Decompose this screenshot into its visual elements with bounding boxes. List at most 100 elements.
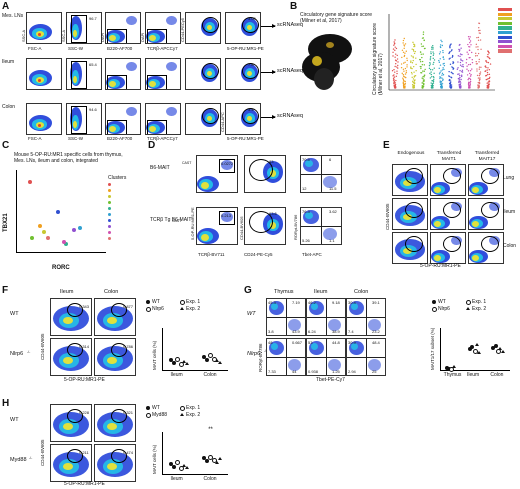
rorc-axis-label: RORC	[52, 265, 70, 271]
y-axis-label: 5-OP-RU:MR1-PE	[190, 207, 195, 240]
data-point	[500, 349, 505, 353]
violin-point	[396, 72, 398, 75]
violin-point	[468, 57, 470, 59]
quadrant-value: 7.4	[348, 329, 354, 334]
violin-point	[415, 70, 417, 72]
violin-point	[469, 63, 472, 66]
violin-point	[470, 74, 472, 76]
violin-point	[423, 79, 425, 81]
violin-point	[422, 80, 424, 82]
x-axis-label: TCRβ-APCCy7	[147, 46, 178, 51]
row-label-meslns: Mes. LNs	[2, 13, 24, 19]
row-label-d-1: TCRβ Tg B6-MAIT	[150, 217, 192, 223]
gate	[443, 202, 461, 218]
violin-point	[423, 76, 425, 78]
facs-h-0-1: 0.321	[94, 404, 136, 442]
violin-point	[391, 69, 394, 72]
quadrant-value: 43.9	[292, 329, 300, 334]
violin-point	[468, 77, 470, 80]
violin-point	[487, 73, 489, 76]
mait-cells-chart-h: Ileum Colon **	[162, 427, 228, 482]
violin-point	[395, 79, 397, 82]
violin-point	[422, 31, 425, 33]
violin-point	[461, 65, 463, 67]
data-point	[447, 367, 451, 372]
quadrant-value: 25	[372, 369, 377, 374]
gate-value: 0.0272	[221, 161, 234, 166]
facs-e-0-0	[392, 164, 428, 196]
row-label-h-0: WT	[10, 417, 19, 423]
violin-point	[461, 70, 463, 73]
violin-point	[449, 81, 452, 84]
quadrant-value: 30.4	[348, 300, 356, 305]
violin-point	[470, 44, 472, 46]
violin-point	[393, 85, 395, 87]
violin-point	[469, 80, 472, 83]
chart-y-axis	[162, 432, 163, 474]
density-blob	[63, 463, 73, 471]
density-blob	[63, 423, 73, 431]
row-label-g-1: Nlrp6	[247, 351, 261, 357]
density-blob	[287, 318, 302, 332]
density-blob	[434, 186, 442, 193]
gate	[71, 61, 87, 89]
panel-f-letter: F	[2, 285, 9, 296]
legend-swatch	[498, 12, 512, 16]
facs-a-2-4	[185, 103, 221, 135]
violin-point	[469, 82, 471, 85]
facs-d-tcr: 0.213	[196, 207, 238, 245]
data-point	[477, 351, 482, 355]
row-label-f-0: WT	[10, 311, 19, 317]
violin-point	[477, 87, 479, 89]
data-point	[218, 457, 223, 461]
violin-point	[414, 75, 417, 77]
data-point	[178, 466, 184, 472]
data-point	[491, 345, 496, 350]
violin-point	[395, 86, 397, 88]
row-label-sup: -/-	[29, 456, 33, 460]
facs-a-0-1: 96.7	[66, 12, 102, 44]
violin-point	[424, 47, 426, 50]
density-blob	[107, 423, 117, 431]
y-axis-label: RORγt-BV786	[258, 343, 263, 372]
quadrant-value: 6.24	[308, 329, 316, 334]
violin-point	[402, 83, 405, 85]
violin-point	[421, 60, 424, 63]
violin-point	[413, 52, 416, 55]
violin-point	[488, 69, 491, 71]
density-blob	[73, 75, 78, 83]
violin-point	[395, 75, 398, 77]
density-blob	[270, 342, 279, 350]
violin-point	[475, 43, 478, 46]
violin-point	[468, 38, 470, 40]
violin-point	[452, 55, 454, 58]
violin-point	[477, 84, 479, 86]
violin-point	[412, 55, 414, 58]
violin-point	[489, 57, 491, 60]
x-axis-label: 5-OP-RU:MR1-PE	[420, 263, 461, 269]
data-point	[451, 364, 456, 368]
col-header-e-1: Transferred MAIT1	[436, 151, 462, 162]
violin-point	[459, 80, 461, 83]
violin-point	[458, 84, 460, 86]
violin-point	[457, 61, 459, 63]
violin-point	[450, 87, 452, 89]
violin-point	[459, 61, 462, 64]
facs-e-1-2	[468, 198, 504, 230]
significance-label: **	[208, 427, 213, 433]
facs-g-0-0: 45.3 7.19 3.8 43.9	[266, 298, 306, 336]
x-axis-label: 5-OP-RU:MR1-PE	[227, 136, 264, 141]
violin-point	[431, 85, 434, 87]
x-axis-label: FSC-A	[28, 46, 42, 51]
violin-point	[458, 81, 460, 83]
data-point	[168, 358, 173, 363]
density-blob	[109, 80, 117, 87]
gate	[71, 15, 87, 43]
violin-point	[468, 45, 470, 48]
violin-point	[411, 62, 414, 64]
violin-point	[402, 81, 404, 83]
violin-point	[439, 71, 441, 74]
violin-point	[468, 72, 471, 75]
gate	[107, 120, 127, 134]
legend-symbol	[146, 406, 150, 410]
